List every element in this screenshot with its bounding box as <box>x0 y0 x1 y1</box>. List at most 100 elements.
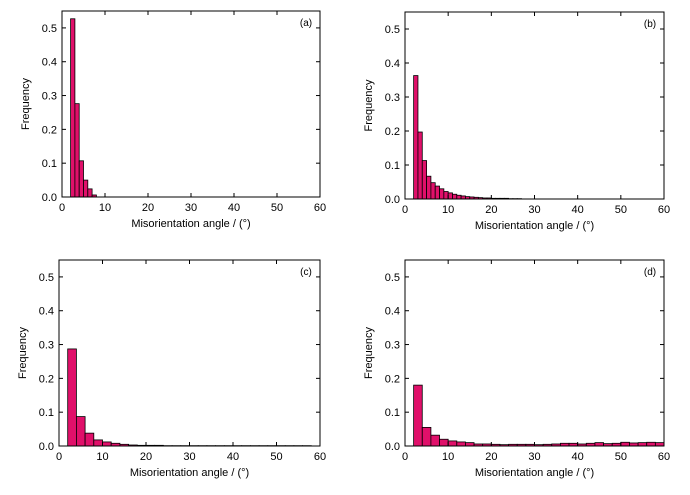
x-tick-label: 30 <box>183 451 195 463</box>
histogram-bar <box>456 194 462 200</box>
y-tick-label: 0.0 <box>385 441 400 453</box>
y-tick-label: 0.1 <box>39 407 54 419</box>
histogram-bar <box>413 384 423 447</box>
x-tick-label: 40 <box>228 202 240 214</box>
histogram-bar <box>465 442 475 447</box>
histogram-bar <box>78 160 84 198</box>
histogram-bar <box>102 441 112 447</box>
x-tick-label: 50 <box>615 204 627 216</box>
histogram-bar <box>447 192 453 200</box>
histogram-bar <box>413 75 419 200</box>
histogram-bar <box>87 188 93 198</box>
histogram-bar <box>646 441 656 447</box>
chart-panel-d: 0 10 20 30 40 50 60 0.0 0.1 0.2 0.3 0.4 0.5 Misorient… <box>363 259 670 479</box>
y-tick-label: 0.3 <box>385 92 400 104</box>
y-tick-label: 0.2 <box>385 373 400 385</box>
histogram-bar <box>76 416 86 447</box>
x-tick-label: 30 <box>528 451 540 463</box>
x-tick-label: 30 <box>528 204 540 216</box>
y-tick-label: 0.2 <box>385 126 400 138</box>
histogram-bar <box>74 103 80 198</box>
y-tick-label: 0.1 <box>385 407 400 419</box>
y-tick-label: 0.5 <box>385 272 400 284</box>
y-axis-label: Frequency <box>20 78 32 130</box>
y-tick-label: 0.3 <box>42 91 57 103</box>
chart-panel-a: 0 10 20 30 40 50 60 0.0 0.1 0.2 0.3 0.4 0.5 Misorient… <box>20 10 326 230</box>
x-tick-label: 60 <box>658 451 670 463</box>
x-tick-label: 20 <box>485 451 497 463</box>
histogram-bar <box>421 426 432 447</box>
histogram-bar <box>426 175 432 200</box>
x-tick-label: 40 <box>572 451 584 463</box>
plot-frame <box>58 259 321 447</box>
histogram-bar <box>654 442 665 447</box>
panel-label: (c) <box>300 267 312 278</box>
y-tick-label: 0.1 <box>42 158 57 170</box>
histogram-bar <box>443 191 449 200</box>
histogram-bar <box>70 18 76 198</box>
x-tick-label: 10 <box>99 202 111 214</box>
histogram-bar <box>84 432 95 447</box>
y-tick-label: 0.2 <box>42 124 57 136</box>
x-axis-label: Misorientation angle / (°) <box>130 467 249 479</box>
y-tick-label: 0.0 <box>385 194 400 206</box>
x-axis-label: Misorientation angle / (°) <box>475 467 594 479</box>
plot-frame <box>404 11 665 200</box>
chart-panel-c: 0 10 20 30 40 50 60 0.0 0.1 0.2 0.3 0.4 0.5 Misorient… <box>17 259 326 479</box>
y-tick-label: 0.0 <box>39 441 54 453</box>
y-tick-label: 0.3 <box>385 340 400 352</box>
x-tick-label: 0 <box>402 204 408 216</box>
x-tick-label: 60 <box>314 451 326 463</box>
plot-frame <box>404 259 665 447</box>
histogram-bar <box>67 348 77 447</box>
x-tick-label: 50 <box>270 451 282 463</box>
x-axis-label: Misorientation angle / (°) <box>475 220 594 232</box>
panel-label: (b) <box>644 19 656 30</box>
histogram-bar <box>637 442 648 447</box>
histogram-bar <box>430 434 440 447</box>
y-axis-label: Frequency <box>363 327 375 379</box>
panel-label: (a) <box>300 18 312 29</box>
histogram-bar <box>93 439 103 447</box>
histogram-bar <box>417 131 423 200</box>
x-tick-label: 40 <box>227 451 239 463</box>
y-tick-label: 0.4 <box>385 306 400 318</box>
y-tick-label: 0.5 <box>39 272 54 284</box>
x-tick-label: 10 <box>442 451 454 463</box>
histogram-bar <box>83 179 89 198</box>
x-tick-label: 20 <box>485 204 497 216</box>
x-tick-label: 0 <box>402 451 408 463</box>
x-tick-label: 10 <box>96 451 108 463</box>
x-tick-label: 0 <box>59 202 65 214</box>
x-tick-label: 10 <box>442 204 454 216</box>
plot-frame <box>61 10 321 198</box>
x-tick-label: 50 <box>615 451 627 463</box>
y-tick-label: 0.2 <box>39 373 54 385</box>
y-tick-label: 0.0 <box>42 192 57 204</box>
histogram-bar <box>620 441 630 447</box>
x-tick-label: 20 <box>140 451 152 463</box>
histogram-bar <box>439 188 445 200</box>
y-tick-label: 0.4 <box>39 306 54 318</box>
histogram-bar <box>447 440 458 447</box>
x-tick-label: 40 <box>572 204 584 216</box>
y-tick-label: 0.4 <box>42 57 57 69</box>
x-tick-label: 0 <box>56 451 62 463</box>
chart-panel-b: 0 10 20 30 40 50 60 0.0 0.1 0.2 0.3 0.4 0.5 Misorient… <box>363 11 670 232</box>
x-tick-label: 50 <box>271 202 283 214</box>
histogram-bar <box>421 160 427 200</box>
histogram-bar <box>430 182 436 200</box>
histogram-bar <box>439 438 449 447</box>
y-tick-label: 0.3 <box>39 340 54 352</box>
y-tick-label: 0.1 <box>385 160 400 172</box>
x-axis-label: Misorientation angle / (°) <box>131 218 250 230</box>
x-tick-label: 60 <box>658 204 670 216</box>
y-tick-label: 0.5 <box>385 24 400 36</box>
histogram-bar <box>594 442 604 447</box>
y-axis-label: Frequency <box>17 327 29 379</box>
x-tick-label: 60 <box>314 202 326 214</box>
y-tick-label: 0.4 <box>385 58 400 70</box>
y-tick-label: 0.5 <box>42 23 57 35</box>
y-axis-label: Frequency <box>363 79 375 131</box>
